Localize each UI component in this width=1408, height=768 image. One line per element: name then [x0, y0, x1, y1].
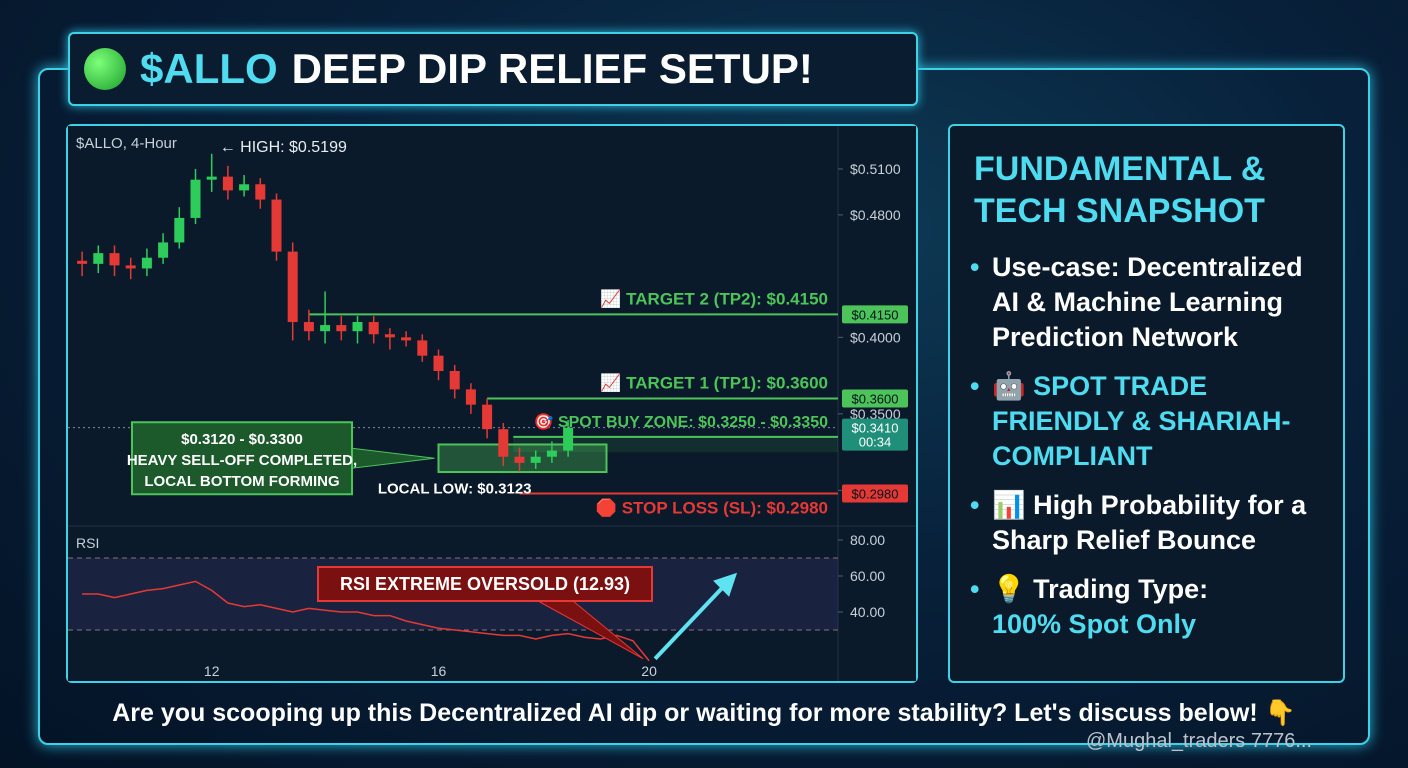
candle-body [417, 340, 428, 356]
bullet-main: Use-case: Decentralized AI & Machine Lea… [992, 252, 1303, 352]
current-tag-timer: 00:34 [859, 435, 892, 450]
spot-zone-label: 🎯 SPOT BUY ZONE: $0.3250 - $0.3350 [534, 413, 829, 431]
candle-body [482, 404, 493, 430]
rsi-tick-label: 60.00 [850, 568, 885, 584]
candle-body [255, 184, 266, 200]
rsi-line [82, 580, 650, 662]
rsi-callout [317, 566, 653, 602]
high-label: ← HIGH: $0.5199 [220, 139, 347, 156]
y-tick-label: $0.4000 [850, 329, 901, 345]
candle-body [239, 184, 250, 191]
rsi-tick-label: 40.00 [850, 604, 885, 620]
current-tag [842, 418, 908, 451]
rsi-callout-text: RSI EXTREME OVERSOLD (12.93) [340, 574, 630, 594]
callout-text: HEAVY SELL-OFF COMPLETED, [127, 452, 357, 469]
candle-body [222, 176, 233, 191]
x-tick-label: 20 [641, 663, 657, 679]
bullet-main: 📊 High Probability for a Sharp Relief Bo… [992, 490, 1307, 555]
status-dot [84, 48, 126, 90]
price-tag [842, 484, 908, 503]
bullet-text: 🤖 SPOT TRADE FRIENDLY & SHARIAH-COMPLIAN… [992, 369, 1323, 474]
rsi-tick-label: 80.00 [850, 532, 885, 548]
watermark: @Mughal_traders 7776... [1086, 730, 1312, 752]
bullet-list: • Use-case: Decentralized AI & Machine Le… [970, 250, 1323, 642]
bullet: • 📊 High Probability for a Sharp Relief B… [970, 488, 1323, 558]
bullet: • Use-case: Decentralized AI & Machine Le… [970, 250, 1323, 355]
candle-body [498, 429, 509, 457]
candle-body [271, 199, 282, 252]
bullet-text: 💡 Trading Type: 100% Spot Only [992, 572, 1208, 642]
candle-body [336, 325, 347, 332]
bullet-main: 🤖 SPOT TRADE FRIENDLY & SHARIAH-COMPLIAN… [992, 371, 1291, 471]
price-tag [842, 305, 908, 324]
current-tag-price: $0.3410 [852, 421, 899, 436]
title-line: FUNDAMENTAL & [974, 150, 1266, 188]
x-tick-label: 12 [204, 663, 220, 679]
price-tag-label: $0.2980 [852, 486, 899, 501]
candle-body [174, 217, 185, 243]
candle-body [77, 260, 88, 264]
y-tick-label: $0.3500 [850, 406, 901, 422]
price-tag-label: $0.3600 [852, 392, 899, 407]
candle-body [125, 265, 136, 269]
chart: $ALLO, 4-Hour $0.5100 $0.4800 $0.4000 $0.350… [68, 126, 916, 681]
bullet-sub: 100% Spot Only [992, 609, 1197, 639]
bounce-arrow-head [713, 572, 738, 597]
candle-body [190, 179, 201, 218]
candle-body [368, 322, 379, 335]
rsi-label: RSI [76, 535, 99, 551]
bullet: • 💡 Trading Type: 100% Spot Only [970, 572, 1323, 642]
level-label: 🛑 STOP LOSS (SL): $0.2980 [596, 497, 828, 517]
bullet-dot: • [970, 574, 980, 604]
candle-body [320, 325, 331, 332]
bullet-text: Use-case: Decentralized AI & Machine Lea… [992, 250, 1323, 355]
price-tag-label: $0.4150 [852, 307, 899, 322]
header: $ALLO DEEP DIP RELIEF SETUP! [68, 32, 918, 106]
candle-body [514, 456, 525, 463]
candle-body [206, 176, 217, 180]
bullet: • 🤖 SPOT TRADE FRIENDLY & SHARIAH-COMPLIA… [970, 369, 1323, 474]
candle-body [352, 322, 363, 332]
chart-panel: $ALLO, 4-Hour $0.5100 $0.4800 $0.4000 $0.350… [66, 124, 918, 683]
candle-body [93, 253, 104, 264]
callout-box [131, 421, 353, 496]
candle-body [563, 427, 574, 451]
bullet-dot: • [970, 252, 980, 282]
callout-text: LOCAL BOTTOM FORMING [144, 473, 339, 490]
candle-body [449, 371, 460, 390]
candle-body [287, 251, 298, 323]
bullet-text: 📊 High Probability for a Sharp Relief Bo… [992, 488, 1323, 558]
title: DEEP DIP RELIEF SETUP! [291, 45, 813, 92]
bullet-dot: • [970, 490, 980, 520]
level-label: 📈 TARGET 2 (TP2): $0.4150 [600, 288, 828, 308]
low-label: LOCAL LOW: $0.3123 [378, 481, 532, 498]
candle-body [433, 355, 444, 371]
candle-body [158, 242, 169, 258]
y-tick-label: $0.5100 [850, 161, 901, 177]
level-label: 📈 TARGET 1 (TP1): $0.3600 [600, 373, 828, 393]
candle-body [530, 456, 541, 463]
candle-body [141, 257, 152, 269]
bullet-dot: • [970, 371, 980, 401]
candle-body [465, 389, 476, 405]
x-tick-label: 16 [431, 663, 447, 679]
chart-label: $ALLO, 4-Hour [76, 135, 177, 152]
candle-body [546, 450, 557, 457]
candle-body [401, 337, 412, 341]
y-tick-label: $0.4800 [850, 207, 901, 223]
candle-body [384, 334, 395, 338]
ticker: $ALLO [140, 45, 278, 92]
bounce-arrow [653, 581, 729, 661]
bullet-main: 💡 Trading Type: [992, 574, 1209, 604]
footer-question: Are you scooping up this Decentralized A… [112, 699, 1296, 727]
callout-text: $0.3120 - $0.3300 [181, 431, 303, 448]
title-line: TECH SNAPSHOT [974, 192, 1265, 230]
spot-zone [513, 436, 838, 453]
snapshot-panel: FUNDAMENTAL & TECH SNAPSHOT • Use-case: De… [948, 124, 1345, 683]
candle-body [109, 253, 120, 266]
price-tag [842, 389, 908, 408]
candle-body [303, 322, 314, 332]
snapshot-title: FUNDAMENTAL & TECH SNAPSHOT [974, 148, 1323, 232]
